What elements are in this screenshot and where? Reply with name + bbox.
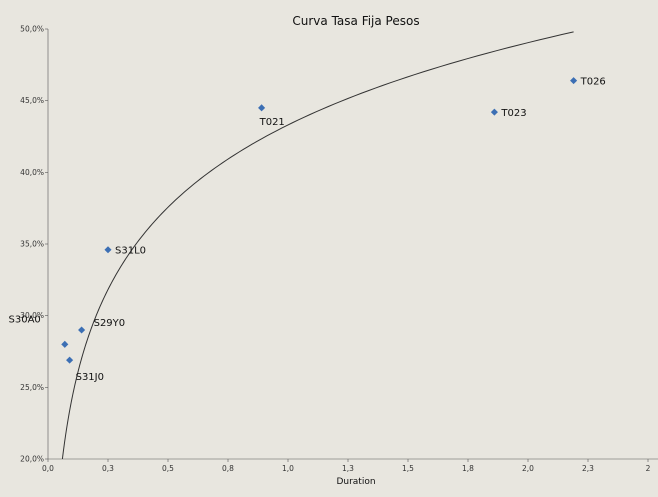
data-point [61, 340, 69, 348]
y-tick-label: 35,0% [20, 240, 44, 249]
x-tick-label: 0,0 [42, 464, 54, 473]
x-axis-label: Duration [336, 477, 375, 487]
point-label: T026 [580, 77, 606, 88]
y-tick-label: 50,0% [20, 25, 44, 34]
x-tick-label: 0,5 [162, 464, 174, 473]
chart-title: Curva Tasa Fija Pesos [292, 14, 419, 28]
trendline [61, 31, 574, 460]
x-tick-label: 0,8 [222, 464, 234, 473]
point-label: T021 [259, 117, 285, 128]
x-tick-label: 2,3 [582, 464, 594, 473]
point-label: S31J0 [76, 372, 104, 383]
x-tick-label: 1,5 [402, 464, 414, 473]
point-label: S30A0 [9, 314, 41, 325]
data-point [258, 104, 266, 112]
data-point [104, 246, 112, 254]
point-label: T023 [500, 108, 526, 119]
y-tick-label: 30,0% [20, 311, 44, 320]
y-tick-label: 25,0% [20, 383, 44, 392]
data-point [78, 326, 86, 334]
x-tick-label: 2 [646, 464, 651, 473]
data-point [570, 77, 578, 85]
y-tick-label: 20,0% [20, 455, 44, 464]
x-tick-label: 1,3 [342, 464, 354, 473]
point-label: S29Y0 [94, 318, 126, 329]
x-tick-label: 2,0 [522, 464, 534, 473]
x-tick-label: 0,3 [102, 464, 114, 473]
x-tick-label: 1,0 [282, 464, 294, 473]
y-tick-label: 45,0% [20, 96, 44, 105]
y-tick-label: 40,0% [20, 168, 44, 177]
data-point [490, 108, 498, 116]
point-label: S31L0 [115, 246, 146, 257]
x-tick-label: 1,8 [462, 464, 474, 473]
data-point [66, 356, 74, 364]
